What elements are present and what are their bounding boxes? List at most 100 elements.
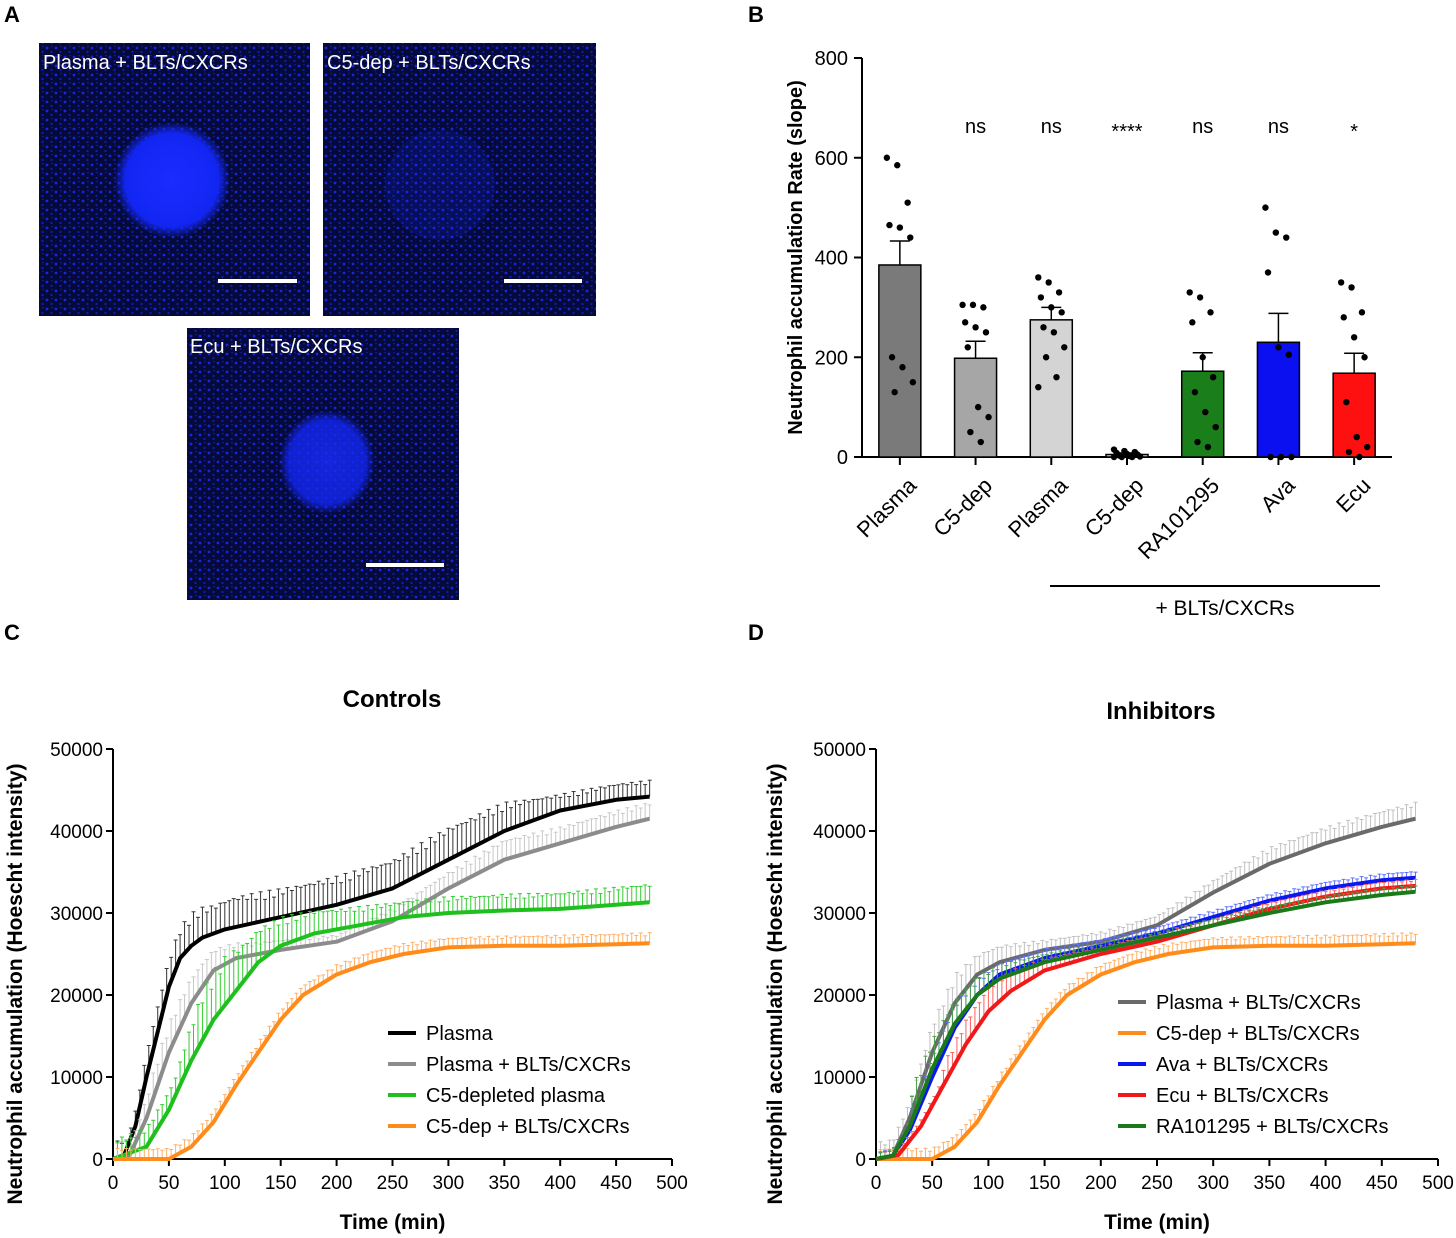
y-axis-label: Neutrophil accumulation (Hoescht intensi… [4,763,27,1204]
x-tick-label: 100 [209,1173,241,1194]
data-point [1262,204,1269,211]
data-point [1350,334,1358,341]
category-label: C5-dep [928,473,997,542]
data-point [959,301,966,309]
bar-5 [1180,370,1225,458]
data-point [1186,289,1193,296]
data-point [1118,453,1126,461]
y-tick-label: 600 [815,148,848,170]
data-point [883,154,891,161]
data-point [977,438,984,446]
y-tick-label: 30000 [813,904,866,925]
data-point [1288,453,1295,461]
data-point [1267,453,1274,461]
y-tick-label: 50000 [813,740,866,761]
data-point [907,234,914,241]
y-tick-label: 0 [837,447,848,469]
micrograph-ecu: Ecu + BLTs/CXCRs [187,328,459,600]
legend-label: Ava + BLTs/CXCRs [1156,1054,1328,1076]
x-tick-label: 100 [973,1173,1005,1194]
micrograph-c5dep: C5-dep + BLTs/CXCRs [323,43,596,316]
x-tick-label: 250 [377,1173,409,1194]
category-label: RA101295 [1133,473,1224,564]
data-point [1045,279,1052,286]
data-point [1129,453,1136,461]
y-tick-label: 30000 [50,904,103,925]
data-point [1285,351,1293,358]
x-tick-label: 150 [265,1173,297,1194]
data-point [899,364,906,371]
category-label: C5-dep [1080,473,1149,542]
y-tick-label: 800 [815,48,848,70]
data-point [972,324,979,331]
category-label: Plasma [852,472,922,542]
data-point [1212,423,1219,431]
data-point [1277,453,1285,461]
series-1 [112,779,652,1161]
data-point [1061,344,1068,351]
legend-label: Plasma + BLTs/CXCRs [1156,992,1361,1014]
category-label: Ecu [1331,473,1375,517]
y-tick-label: 0 [92,1150,103,1171]
data-point [1356,453,1363,461]
x-tick-label: 350 [1254,1173,1286,1194]
data-point [1283,234,1290,241]
data-point [1058,309,1065,316]
data-point [980,304,987,311]
data-point [1037,294,1045,301]
data-point [1055,289,1063,296]
significance-label: ns [965,116,986,138]
bar-1 [878,264,922,458]
x-tick-label: 0 [108,1173,119,1194]
data-point [1353,433,1360,441]
x-tick-label: 200 [321,1173,353,1194]
data-point [896,224,904,231]
panel-label-d: D [748,620,764,645]
bar-6 [1256,341,1301,458]
data-point [886,221,893,229]
data-point [1209,374,1217,381]
data-point [1348,284,1355,291]
significance-label: ns [1041,116,1062,138]
y-tick-label: 40000 [813,822,866,843]
category-label: Plasma [1003,472,1073,542]
series-5 [875,885,1418,1161]
x-tick-label: 400 [1310,1173,1342,1194]
data-point [1189,319,1196,326]
micrograph-label-plasma: Plasma + BLTs/CXCRs [43,52,248,74]
significance-label: ns [1268,116,1289,138]
x-tick-label: 150 [1029,1173,1061,1194]
series-4 [113,932,652,1161]
series-2 [876,932,1418,1161]
series-line [112,794,650,1161]
x-tick-label: 400 [544,1173,576,1194]
x-tick-label: 0 [871,1173,882,1194]
y-tick-label: 50000 [50,740,103,761]
data-point [1202,408,1209,416]
x-tick-label: 450 [600,1173,632,1194]
y-tick-label: 20000 [813,986,866,1007]
micrograph-label-ecu: Ecu + BLTs/CXCRs [190,336,362,358]
data-point [1196,294,1204,301]
data-point [974,403,982,411]
x-tick-label: 350 [488,1173,520,1194]
y-tick-label: 10000 [813,1068,866,1089]
line-chart-inhibitors: 0 10000 20000 30000 40000 50000 0 50 100 150 200 25… [764,698,1454,1234]
data-point [985,413,992,421]
data-point [904,199,911,206]
data-point [1050,329,1058,336]
x-tick-label: 50 [922,1173,943,1194]
data-point [909,378,917,386]
data-point [964,344,971,351]
y-tick-label: 20000 [50,986,103,1007]
data-point [961,319,969,326]
micrograph-label-c5dep: C5-dep + BLTs/CXCRs [327,52,531,74]
series-line [113,941,650,1161]
x-tick-label: 450 [1366,1173,1398,1194]
x-axis-label: Time (min) [1104,1211,1210,1234]
legend-label: C5-dep + BLTs/CXCRs [1156,1023,1360,1045]
series-3 [112,884,652,1161]
data-point [982,329,990,336]
data-point [1042,354,1050,361]
